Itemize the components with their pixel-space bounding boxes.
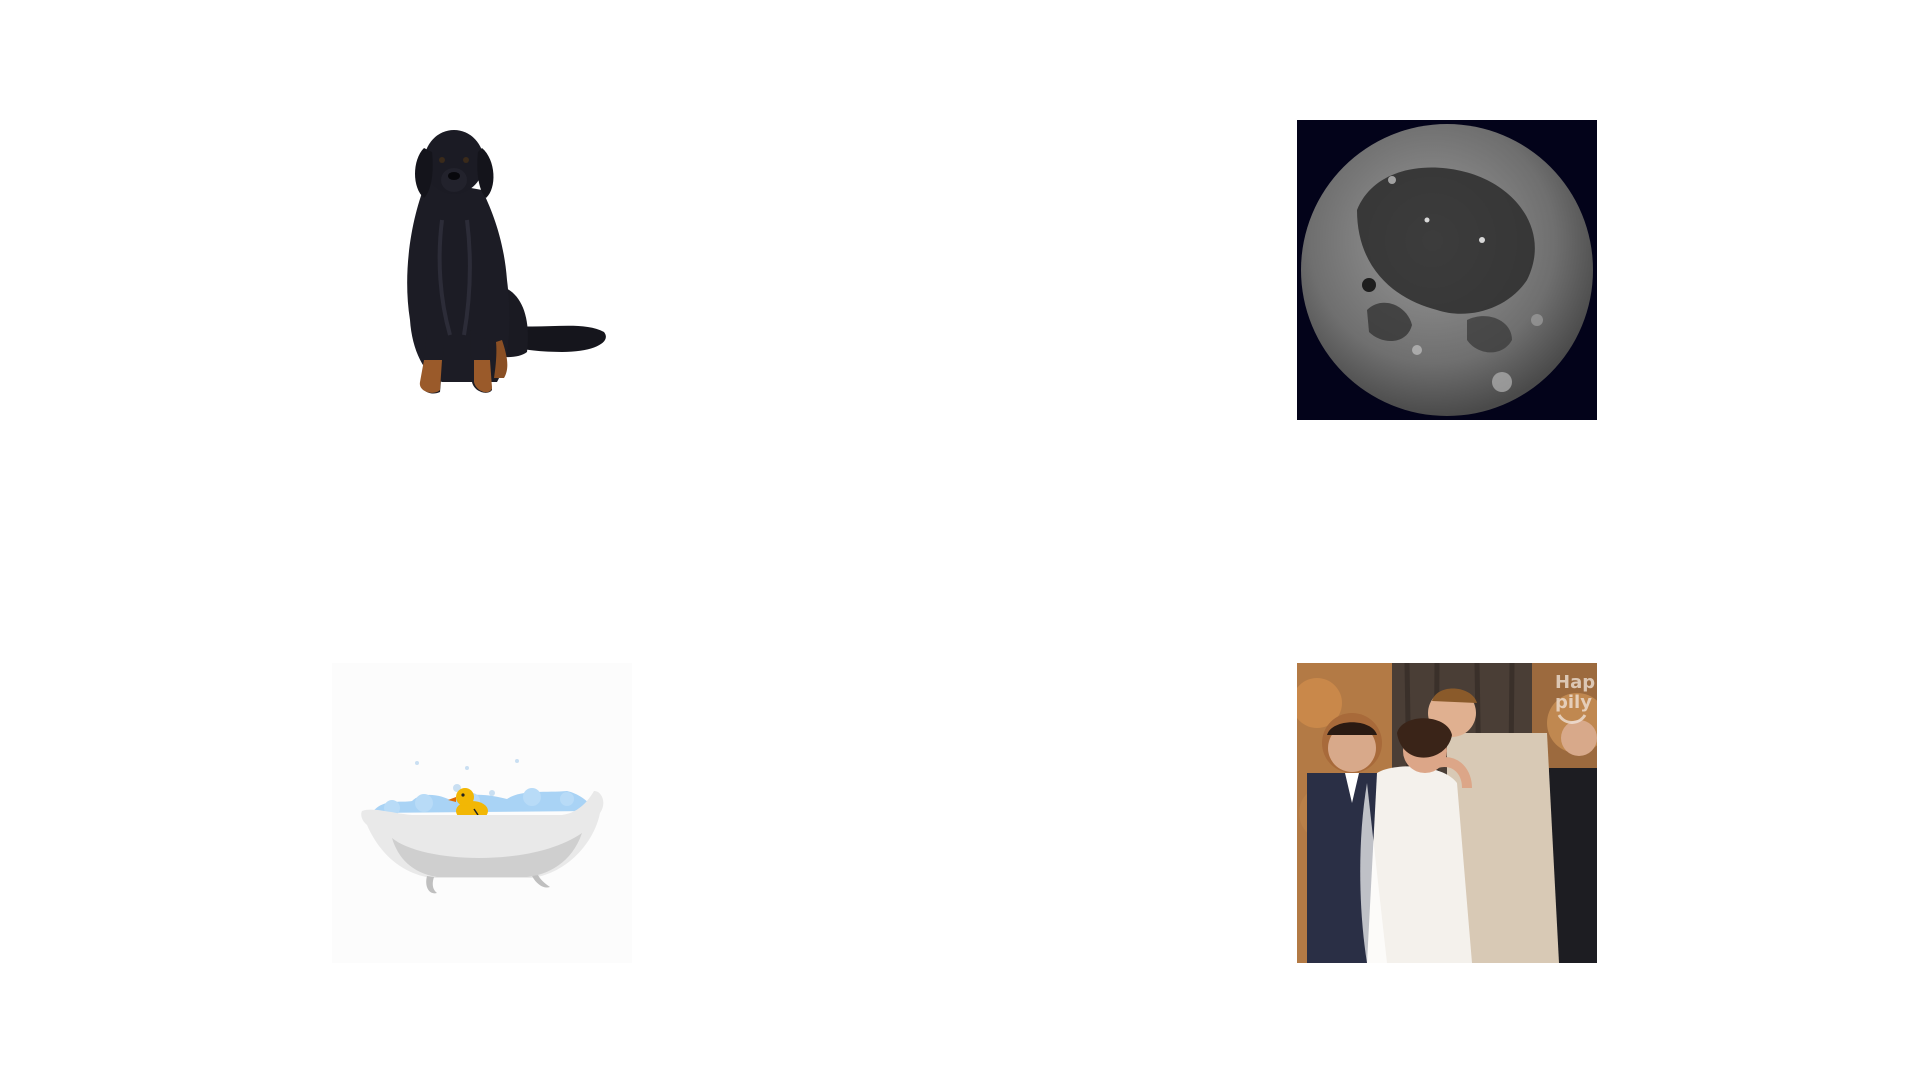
moon-image-tile[interactable]: [1297, 120, 1597, 420]
moon-icon: [1297, 120, 1597, 420]
dog-icon: [332, 120, 632, 420]
smile-logo-icon: [1557, 714, 1587, 724]
wedding-image-tile[interactable]: Hap pily: [1297, 663, 1597, 963]
bathtub-image-tile[interactable]: [332, 663, 632, 963]
wedding-kiss-icon: Hap pily: [1297, 663, 1597, 963]
bathtub-duck-icon: [332, 663, 632, 963]
watermark-line2: pily: [1555, 692, 1592, 713]
dog-image-tile[interactable]: [332, 120, 632, 420]
watermark-line1: Hap: [1555, 672, 1595, 693]
